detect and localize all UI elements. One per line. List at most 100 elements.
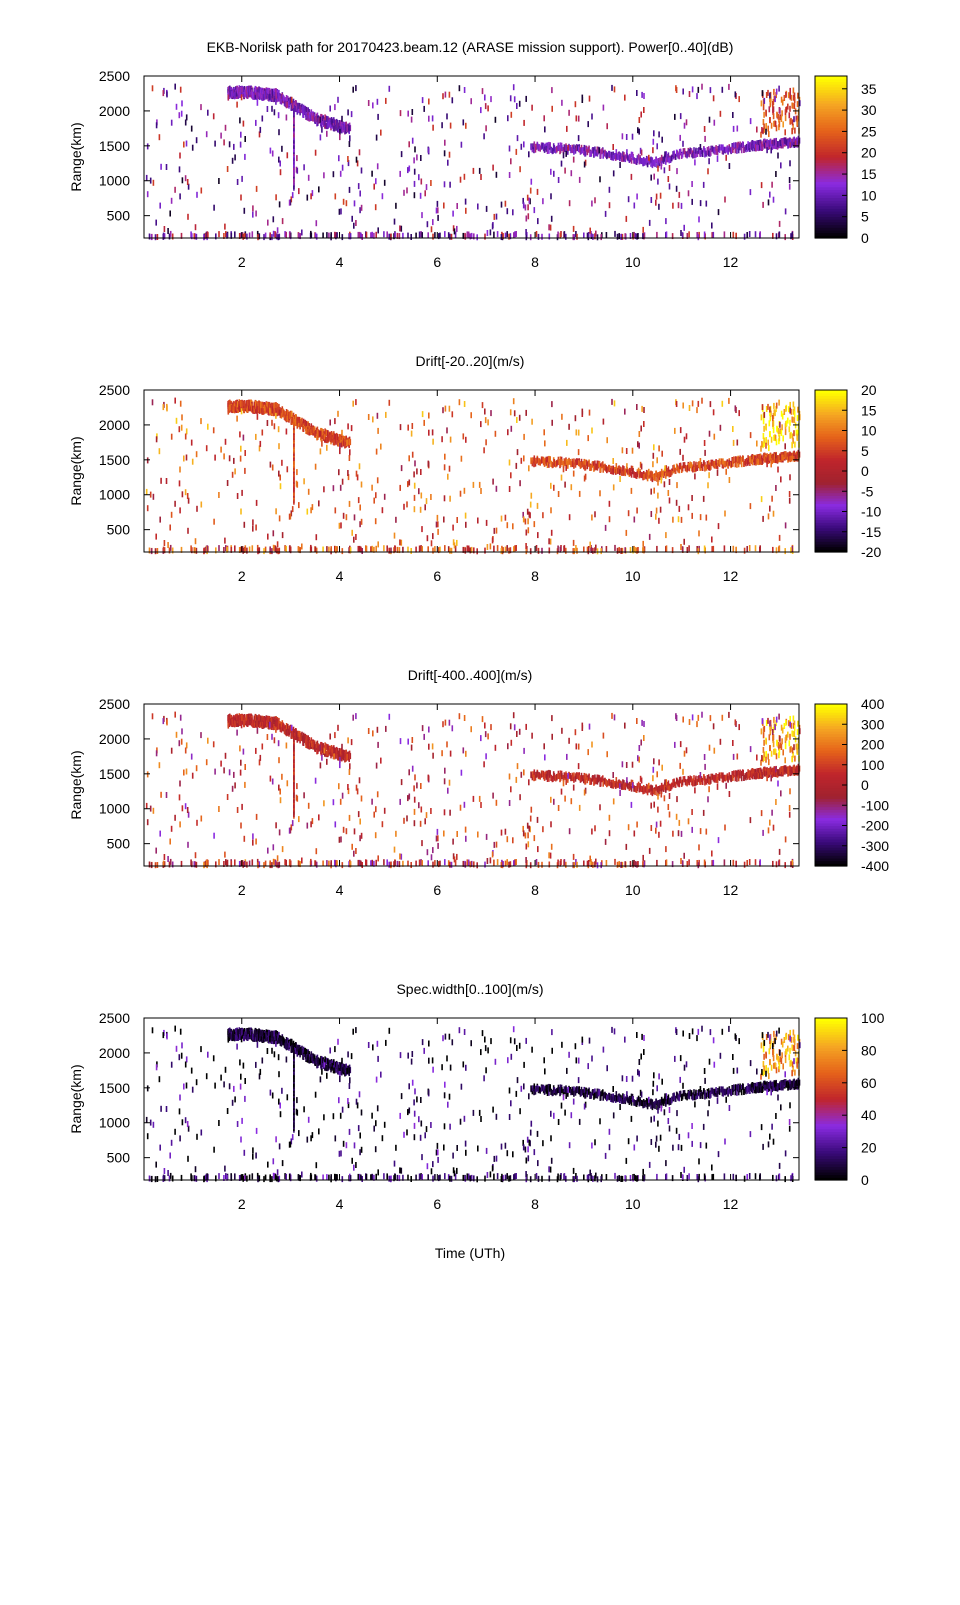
echo-point	[551, 87, 553, 93]
echo-point	[773, 435, 775, 441]
echo-point	[789, 160, 791, 166]
echo-point	[666, 231, 668, 237]
echo-point	[341, 430, 343, 436]
echo-point	[407, 425, 409, 431]
colorbar-tick-label: 30	[861, 102, 877, 118]
echo-point	[643, 421, 645, 427]
echo-point	[773, 113, 775, 119]
echo-point	[355, 85, 357, 91]
echo-point	[172, 548, 174, 554]
echo-point	[278, 234, 280, 240]
echo-point	[652, 147, 654, 153]
echo-point	[487, 230, 489, 236]
echo-point	[553, 485, 555, 491]
echo-point	[657, 166, 659, 172]
echo-point	[578, 430, 580, 436]
echo-point	[196, 506, 198, 512]
echo-point	[664, 167, 666, 173]
echo-point	[181, 425, 183, 431]
echo-point	[349, 135, 351, 141]
echo-point	[377, 114, 379, 120]
colorbar-tick-label: 35	[861, 81, 877, 97]
echo-point	[252, 519, 254, 525]
echo-point	[759, 231, 761, 237]
echo-point	[765, 425, 767, 431]
echo-point	[155, 548, 157, 554]
echo-point	[679, 192, 681, 198]
echo-point	[587, 149, 589, 155]
echo-point	[561, 459, 563, 465]
echo-point	[342, 479, 344, 485]
echo-point	[676, 186, 678, 192]
echo-point	[784, 129, 786, 135]
echo-point	[676, 482, 678, 488]
echo-point	[603, 419, 605, 425]
x-tick-label: 4	[336, 254, 344, 270]
echo-point	[324, 428, 326, 434]
echo-point	[430, 180, 432, 186]
echo-point	[606, 546, 608, 552]
echo-point	[772, 415, 774, 421]
echo-point	[206, 131, 208, 137]
echo-point	[335, 507, 337, 513]
echo-point	[698, 216, 700, 222]
echo-point	[599, 176, 601, 182]
echo-point	[207, 110, 209, 116]
echo-point	[349, 449, 351, 455]
echo-point	[347, 423, 349, 429]
echo-point	[718, 209, 720, 215]
echo-point	[501, 548, 503, 554]
echo-point	[797, 101, 799, 107]
echo-point	[789, 433, 791, 439]
echo-point	[234, 231, 236, 237]
echo-point	[443, 517, 445, 523]
echo-point	[241, 176, 243, 182]
echo-point	[380, 444, 382, 450]
echo-point	[694, 473, 696, 479]
echo-point	[240, 446, 242, 452]
echo-point	[680, 544, 682, 550]
echo-point	[180, 87, 182, 93]
echo-point	[550, 483, 552, 489]
echo-point	[414, 495, 416, 501]
echo-point	[602, 467, 604, 473]
echo-point	[680, 427, 682, 433]
echo-point	[384, 180, 386, 186]
echo-point	[766, 461, 768, 467]
echo-point	[395, 203, 397, 209]
echo-point	[490, 410, 492, 416]
echo-point	[587, 463, 589, 469]
echo-point	[227, 166, 229, 172]
echo-point	[782, 455, 784, 461]
echo-point	[720, 111, 722, 117]
echo-point	[660, 193, 662, 199]
echo-point	[796, 120, 798, 126]
echo-point	[566, 145, 568, 151]
echo-point	[461, 142, 463, 148]
echo-point	[321, 127, 323, 133]
echo-point	[589, 228, 591, 234]
echo-point	[700, 200, 702, 206]
echo-point	[179, 112, 181, 118]
echo-point	[785, 92, 787, 98]
echo-point	[530, 234, 532, 240]
echo-point	[695, 148, 697, 154]
echo-point	[511, 426, 513, 432]
echo-point	[377, 477, 379, 483]
echo-point	[543, 429, 545, 435]
echo-point	[380, 130, 382, 136]
echo-point	[229, 455, 231, 461]
echo-point	[761, 441, 763, 447]
echo-point	[282, 218, 284, 224]
echo-point	[507, 208, 509, 214]
echo-point	[179, 480, 181, 486]
echo-point	[789, 94, 791, 100]
echo-point	[445, 92, 447, 98]
echo-point	[422, 411, 424, 417]
echo-point	[629, 468, 631, 474]
echo-point	[720, 425, 722, 431]
echo-point	[171, 198, 173, 204]
echo-point	[196, 137, 198, 143]
echo-point	[779, 435, 781, 441]
